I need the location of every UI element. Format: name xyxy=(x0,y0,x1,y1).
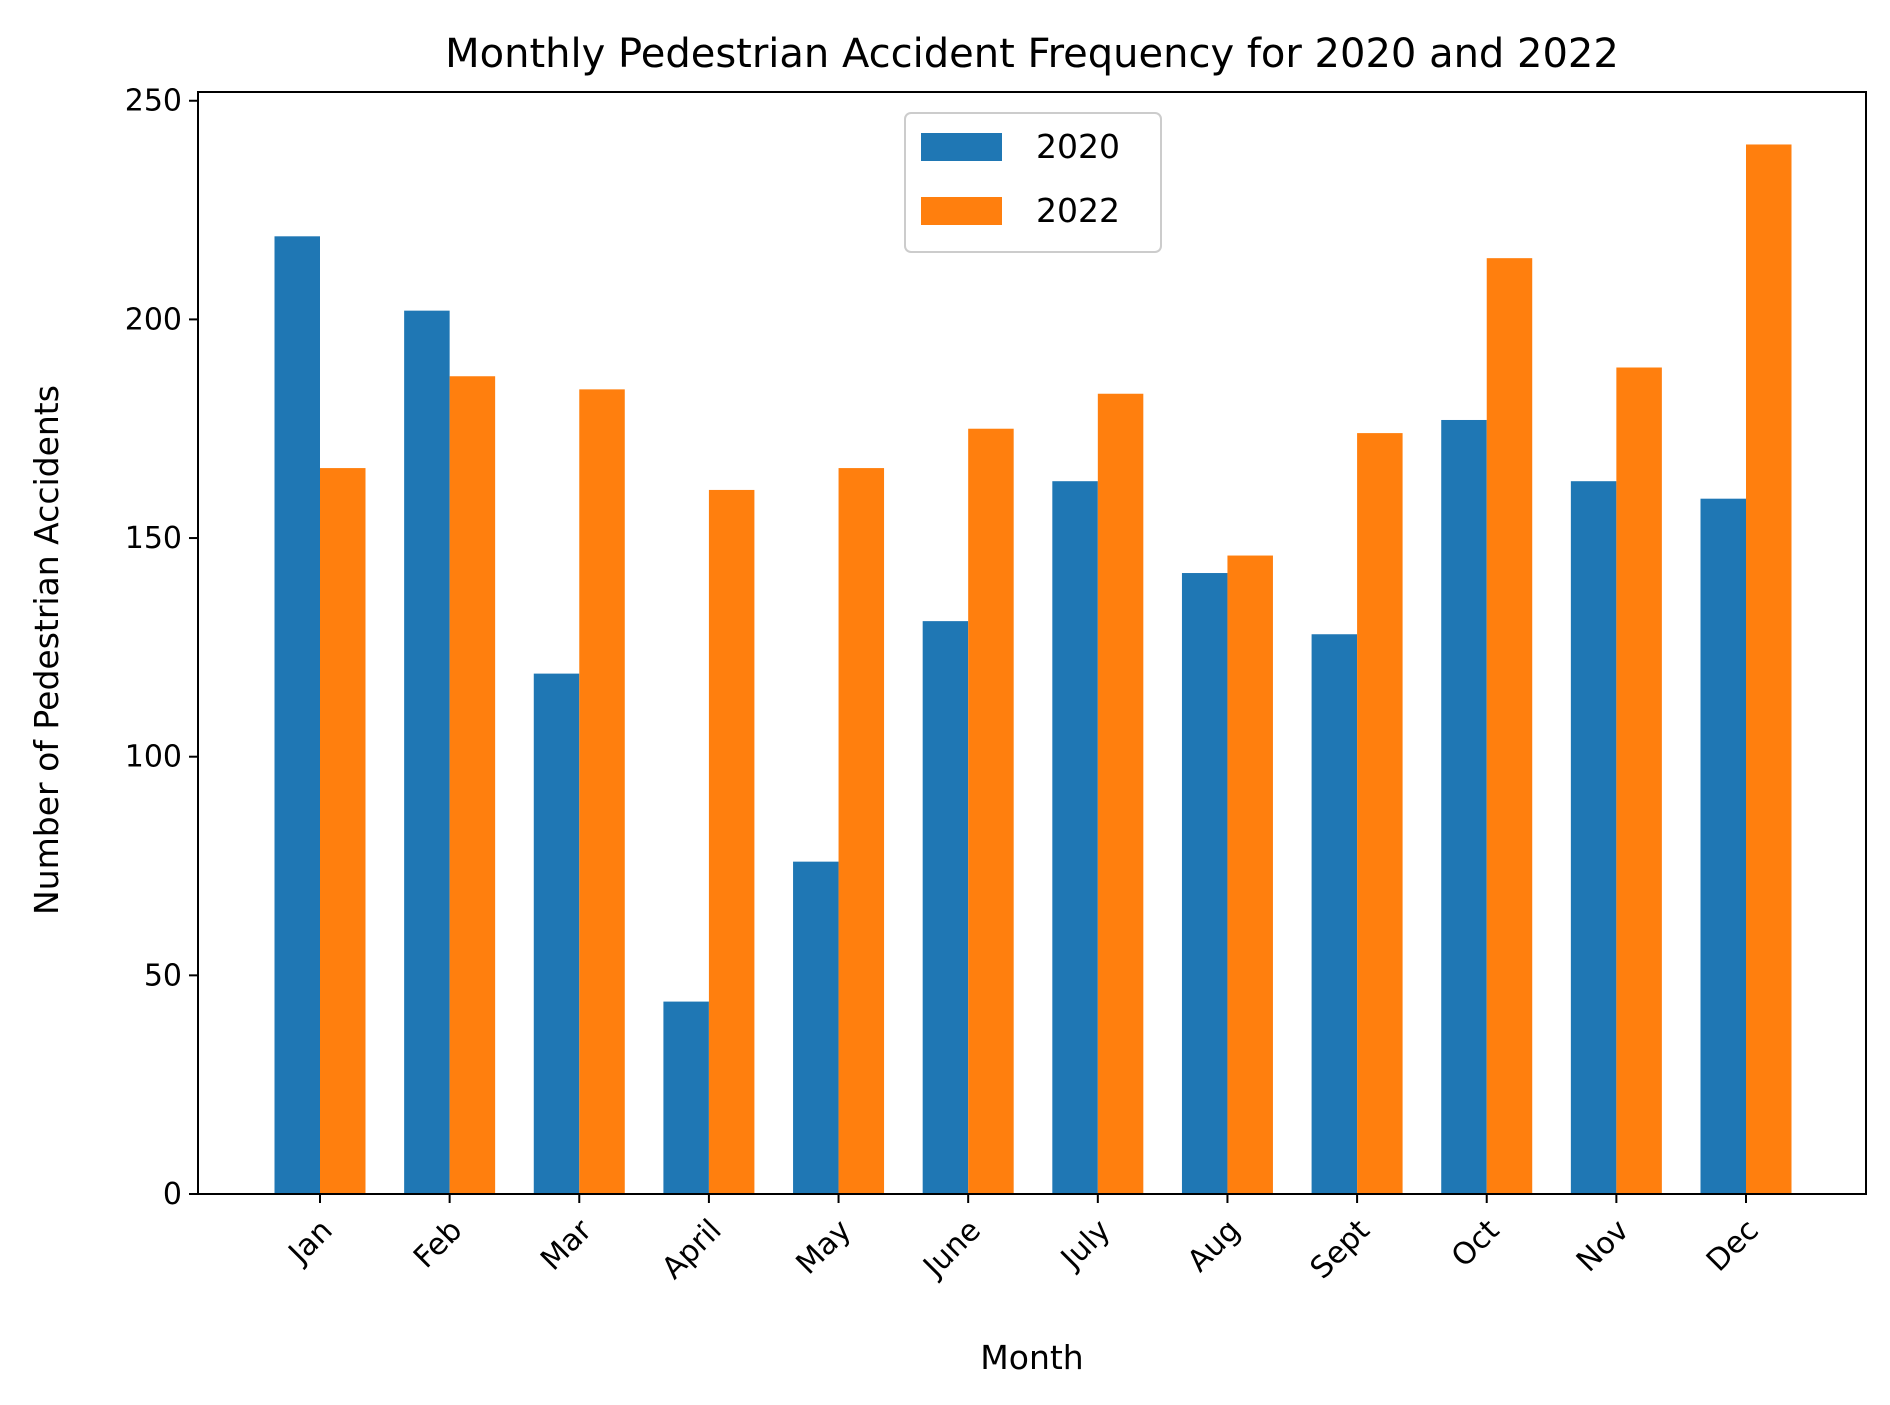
bar-2022-feb xyxy=(449,376,496,1194)
x-tick-label-feb: Feb xyxy=(407,1213,469,1275)
bar-2022-aug xyxy=(1227,555,1273,1194)
legend: 2020 2022 xyxy=(904,112,1162,253)
bar-2022-nov xyxy=(1616,367,1662,1194)
y-tick-label: 0 xyxy=(163,1177,182,1212)
bar-2022-oct xyxy=(1486,258,1533,1194)
bar-2020-oct xyxy=(1441,419,1487,1195)
bar-2020-july xyxy=(1052,481,1098,1194)
x-axis-title: Month xyxy=(980,1338,1083,1377)
bar-2020-aug xyxy=(1181,573,1228,1194)
bar-2022-sept xyxy=(1357,433,1403,1195)
y-axis-title: Number of Pedestrian Accidents xyxy=(27,385,66,915)
axes-layer: 0 50 100 150 200 250 Jan Feb Mar April May June July… xyxy=(125,84,1867,1286)
x-tick-label-aug: Aug xyxy=(1181,1213,1247,1279)
plot-frame xyxy=(197,91,1867,1195)
legend-label-2022: 2022 xyxy=(1036,191,1120,230)
bars-layer xyxy=(274,144,1792,1195)
y-tick-label: 250 xyxy=(125,84,182,119)
bar-2022-mar xyxy=(579,389,625,1194)
x-tick-label-mar: Mar xyxy=(534,1212,599,1277)
y-tick-label: 150 xyxy=(125,521,182,556)
x-tick-label-dec: Dec xyxy=(1700,1213,1766,1279)
bar-2020-april xyxy=(663,1001,709,1194)
bar-2020-sept xyxy=(1311,634,1358,1194)
y-tick-label: 200 xyxy=(125,302,182,337)
bar-2020-mar xyxy=(533,673,580,1194)
x-tick-label-sept: Sept xyxy=(1304,1213,1377,1286)
bar-2020-nov xyxy=(1570,481,1617,1194)
legend-swatch-2022 xyxy=(921,197,1002,225)
bar-2022-dec xyxy=(1746,144,1792,1195)
y-tick-label: 50 xyxy=(144,958,182,993)
x-tick-label-april: April xyxy=(655,1213,728,1286)
bar-2020-feb xyxy=(404,310,450,1194)
bar-2022-june xyxy=(968,428,1014,1195)
y-tick-label: 100 xyxy=(125,740,182,775)
bar-2020-dec xyxy=(1700,498,1746,1194)
legend-swatch-2020 xyxy=(921,133,1002,161)
bar-2022-may xyxy=(838,468,885,1195)
bar-2022-jan xyxy=(320,468,366,1195)
x-tick-label-nov: Nov xyxy=(1570,1213,1636,1279)
bar-2022-july xyxy=(1097,393,1144,1194)
x-tick-label-oct: Oct xyxy=(1445,1213,1507,1275)
x-tick-label-jan: Jan xyxy=(281,1213,340,1272)
bar-2020-may xyxy=(793,861,839,1194)
legend-label-2020: 2020 xyxy=(1036,127,1120,166)
bar-2020-june xyxy=(922,621,969,1194)
x-tick-label-july: July xyxy=(1053,1213,1117,1277)
x-tick-label-may: May xyxy=(790,1213,859,1282)
x-tick-label-june: June xyxy=(915,1213,987,1285)
bar-2020-jan xyxy=(274,236,320,1194)
bar-2022-april xyxy=(708,489,755,1194)
chart-title: Monthly Pedestrian Accident Frequency fo… xyxy=(445,31,1619,77)
